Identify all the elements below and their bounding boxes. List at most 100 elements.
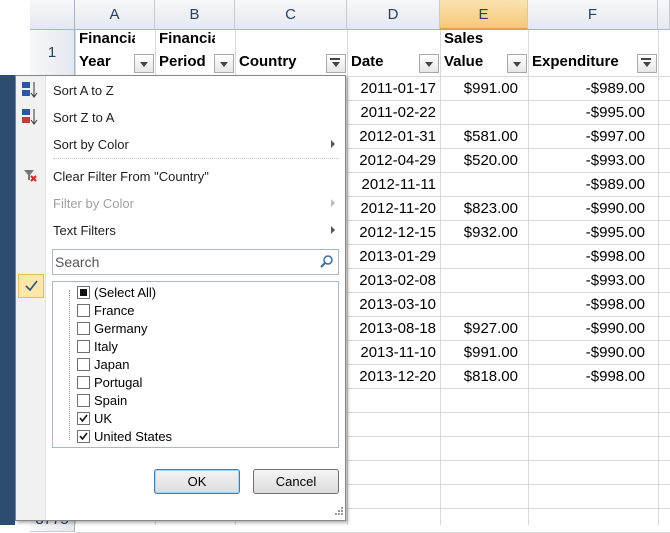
column-header[interactable]: C	[235, 0, 347, 30]
filter-button[interactable]	[326, 54, 346, 73]
cell-date[interactable]: 2012-01-31	[359, 127, 436, 145]
grid-line	[75, 460, 670, 461]
cell-sales-value[interactable]	[440, 244, 528, 268]
filter-option[interactable]: Italy	[77, 337, 118, 355]
filter-button[interactable]	[419, 54, 439, 73]
cell-date[interactable]: 2011-02-22	[360, 103, 436, 121]
checkbox[interactable]	[77, 393, 90, 407]
checkbox[interactable]	[77, 303, 90, 317]
cell-date[interactable]: 2012-12-15	[359, 223, 436, 241]
cell-sales-value[interactable]	[440, 292, 528, 316]
cell-date[interactable]: 2012-11-11	[361, 175, 436, 193]
checkbox[interactable]	[77, 285, 90, 299]
cell-sales-value[interactable]	[440, 172, 528, 196]
sort-by-color[interactable]: Sort by Color	[53, 136, 129, 152]
cell-date[interactable]: 2013-12-20	[359, 367, 436, 385]
sort-a-z[interactable]: Sort A to Z	[53, 82, 114, 98]
checkbox[interactable]	[77, 375, 90, 389]
cell-date[interactable]: 2013-03-10	[359, 295, 436, 313]
cell-expenditure[interactable]: -$989.00	[585, 175, 645, 193]
filter-option[interactable]: Germany	[77, 319, 147, 337]
cell-expenditure[interactable]: -$998.00	[585, 295, 645, 313]
select-all-corner[interactable]	[30, 0, 75, 30]
cell-sales-value[interactable]: $927.00	[463, 319, 518, 337]
search-box[interactable]: Search	[52, 249, 339, 275]
row-header[interactable]: 1	[30, 30, 75, 76]
filter-by-color: Filter by Color	[53, 195, 134, 211]
filter-button[interactable]	[507, 54, 527, 73]
header-cell[interactable]: Financial Period	[159, 30, 215, 70]
header-cell[interactable]: Country	[239, 53, 297, 70]
cell-expenditure[interactable]: -$993.00	[585, 151, 645, 169]
cell-date[interactable]: 2012-11-20	[360, 199, 436, 217]
cell-expenditure[interactable]: -$998.00	[585, 367, 645, 385]
checkbox[interactable]	[77, 357, 90, 371]
filter-button[interactable]	[637, 54, 657, 73]
cell-expenditure[interactable]: -$990.00	[585, 319, 645, 337]
header-cell[interactable]: Financial Year	[79, 30, 135, 70]
grid-line	[347, 30, 348, 525]
filter-button[interactable]	[134, 54, 154, 73]
grid-line	[75, 292, 670, 293]
cell-sales-value[interactable]: $818.00	[463, 367, 518, 385]
cell-sales-value[interactable]: $991.00	[463, 343, 518, 361]
check-highlight	[18, 274, 44, 298]
filter-option[interactable]: France	[77, 301, 134, 319]
checkbox[interactable]	[77, 411, 90, 425]
cancel-button[interactable]: Cancel	[253, 469, 339, 494]
cell-expenditure[interactable]: -$993.00	[585, 271, 645, 289]
filter-button[interactable]	[214, 54, 234, 73]
option-label: (Select All)	[94, 284, 157, 300]
filter-option[interactable]: Portugal	[77, 373, 142, 391]
cell-expenditure[interactable]: -$989.00	[585, 79, 645, 97]
cell-sales-value[interactable]: $823.00	[463, 199, 518, 217]
checkmark	[79, 414, 88, 422]
cell-sales-value[interactable]	[440, 100, 528, 124]
cell-sales-value[interactable]: $581.00	[463, 127, 518, 145]
sort-z-a[interactable]: Sort Z to A	[53, 109, 115, 125]
filter-option[interactable]: (Select All)	[77, 283, 156, 301]
column-header[interactable]: F	[528, 0, 658, 30]
cell-date[interactable]: 2013-11-10	[360, 343, 436, 361]
cell-sales-value[interactable]: $932.00	[463, 223, 518, 241]
cell-expenditure[interactable]: -$998.00	[585, 247, 645, 265]
cell-expenditure[interactable]: -$990.00	[585, 343, 645, 361]
cell-expenditure[interactable]: -$997.00	[585, 127, 645, 145]
checkbox[interactable]	[77, 429, 90, 443]
cell-expenditure[interactable]: -$995.00	[585, 223, 645, 241]
header-cell[interactable]: Expenditure	[532, 53, 619, 70]
grid-line	[75, 388, 670, 389]
header-cell[interactable]: Sales Value	[444, 30, 484, 70]
grid-line	[75, 220, 670, 221]
cell-sales-value[interactable]: $991.00	[463, 79, 518, 97]
column-header[interactable]: A	[75, 0, 155, 30]
checkbox[interactable]	[77, 321, 90, 335]
filter-option[interactable]: United States	[77, 427, 172, 445]
column-header[interactable]: D	[347, 0, 440, 30]
check-icon	[25, 280, 38, 292]
cell-date[interactable]: 2013-08-18	[359, 319, 436, 337]
checkbox[interactable]	[77, 339, 90, 353]
grid-line	[75, 124, 670, 125]
cell-sales-value[interactable]: $520.00	[463, 151, 518, 169]
clear-filter-icon[interactable]	[22, 168, 38, 184]
grid-line	[75, 244, 670, 245]
header-cell[interactable]: Date	[351, 53, 384, 70]
text-filters[interactable]: Text Filters	[53, 222, 116, 238]
cell-date[interactable]: 2013-01-29	[359, 247, 436, 265]
filter-option[interactable]: Spain	[77, 391, 127, 409]
cell-date[interactable]: 2013-02-08	[359, 271, 436, 289]
clear-filter[interactable]: Clear Filter From "Country"	[53, 168, 209, 184]
cell-sales-value[interactable]	[440, 268, 528, 292]
cell-expenditure[interactable]: -$995.00	[585, 103, 645, 121]
cell-date[interactable]: 2012-04-29	[359, 151, 436, 169]
column-header[interactable]: E	[440, 0, 528, 30]
cell-date[interactable]: 2011-01-17	[360, 79, 436, 97]
filter-option[interactable]: UK	[77, 409, 112, 427]
column-header[interactable]: B	[155, 0, 235, 30]
filter-option[interactable]: Japan	[77, 355, 129, 373]
cell-expenditure[interactable]: -$990.00	[585, 199, 645, 217]
ok-button[interactable]: OK	[154, 469, 240, 494]
option-label: Germany	[94, 320, 148, 336]
